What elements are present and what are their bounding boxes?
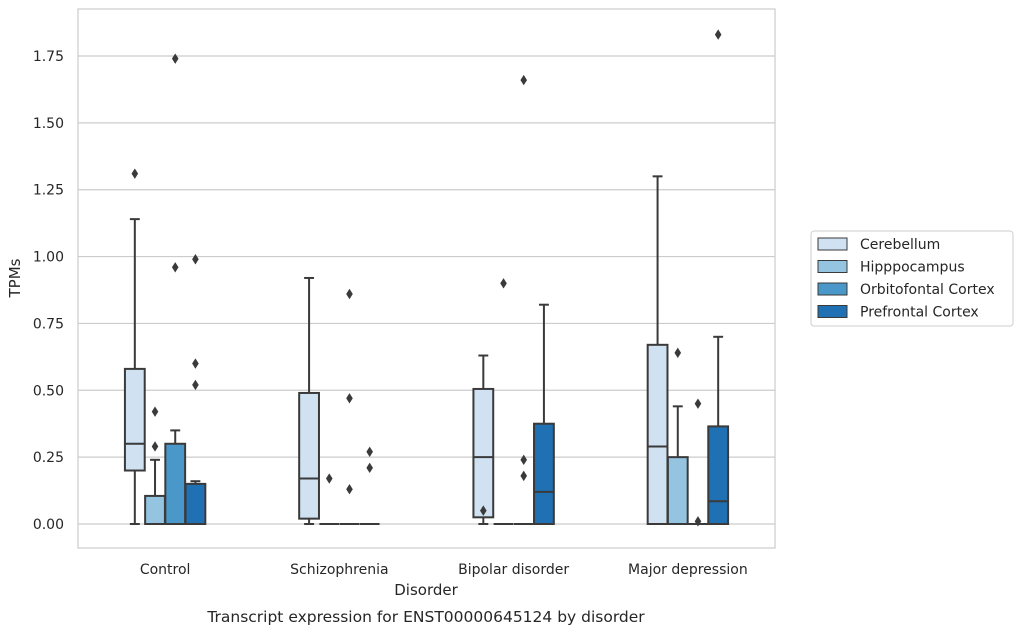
outlier-point [171,262,179,273]
legend-label: Hipppocampus [860,260,965,276]
outlier-point [366,462,373,474]
outlier-point [520,74,528,86]
legend-label: Orbitofontal Cortex [860,282,995,298]
outlier-point [131,168,139,179]
outlier-point [192,254,199,265]
box-iqr [144,494,166,526]
box-iqr [298,391,320,520]
box-iqr [666,456,689,525]
outlier-point [171,53,179,64]
outlier-point [346,393,353,404]
outlier-point [480,505,487,516]
legend-swatch [817,305,848,318]
outlier-point [674,347,682,359]
outlier-point [520,454,528,466]
outlier-point [366,446,373,457]
legend-swatch [817,260,848,273]
y-tick-label: 1.00 [33,250,64,266]
box-cerebellum-3 [646,175,669,525]
x-tick-label: Schizophrenia [290,562,388,578]
outlier-point [520,470,528,482]
box-iqr [472,387,495,519]
box-prefrontal-cortex-1 [359,446,380,525]
outlier-point [500,278,507,289]
x-tick-labels: Control Schizophrenia Bipolar disorder Majo… [140,562,748,578]
box-prefrontal-cortex-3 [707,29,730,526]
box-cerebellum-2 [472,354,495,525]
y-tick-label: 1.50 [33,116,64,132]
chart-caption: Transcript expression for ENST0000064512… [206,608,645,626]
y-tick-label: 0.75 [33,316,64,332]
box-cerebellum-1 [298,276,320,525]
legend: Cerebellum Hipppocampus Orbitofontal Corte… [810,230,1014,327]
box-iqr [707,425,730,526]
y-tick-label: 0.00 [33,517,64,533]
outlier-point [192,358,199,369]
box-iqr [533,422,555,525]
y-tick-label: 0.50 [33,383,64,399]
y-tick-labels: 0.00 0.25 0.50 0.75 1.00 1.25 1.50 1.75 [33,49,64,533]
y-tick-label: 1.25 [33,183,64,199]
outlier-point [346,484,353,495]
box-iqr [184,482,207,525]
legend-label: Cerebellum [860,237,940,253]
box-iqr [164,442,187,525]
box-iqr [123,367,146,472]
plot-area-frame [77,8,776,549]
box-hipppocampus-2 [493,278,514,525]
outlier-point [694,516,702,527]
outlier-point [151,441,159,452]
legend-frame [810,230,1014,327]
x-tick-label: Control [140,562,191,578]
box-hipppocampus-0 [144,406,166,526]
box-orbitofontal-cortex-3 [688,398,708,527]
x-axis-label: Disorder [394,581,458,599]
outlier-point [714,29,722,40]
box-orbitofontal-cortex-1 [339,288,360,525]
x-tick-label: Bipolar disorder [458,562,569,578]
x-tick-label: Major depression [628,562,748,578]
box-orbitofontal-cortex-2 [513,74,534,525]
y-axis-label: TPMs [6,258,24,298]
box-prefrontal-cortex-2 [533,303,555,525]
box-prefrontal-cortex-0 [184,254,207,525]
outlier-point [325,473,333,484]
box-orbitofontal-cortex-0 [164,53,187,525]
legend-swatch [817,282,848,296]
plot-marks [123,29,730,527]
legend-swatch [817,237,848,251]
box-iqr [646,343,669,525]
box-hipppocampus-1 [319,473,340,525]
outlier-point [694,398,702,409]
box-hipppocampus-3 [666,347,689,525]
outlier-point [151,406,159,417]
outlier-point [192,379,199,391]
y-tick-label: 0.25 [33,450,64,466]
legend-label: Prefrontal Cortex [860,305,979,321]
box-cerebellum-0 [123,168,146,525]
outlier-point [346,288,353,300]
y-tick-label: 1.75 [33,49,64,65]
